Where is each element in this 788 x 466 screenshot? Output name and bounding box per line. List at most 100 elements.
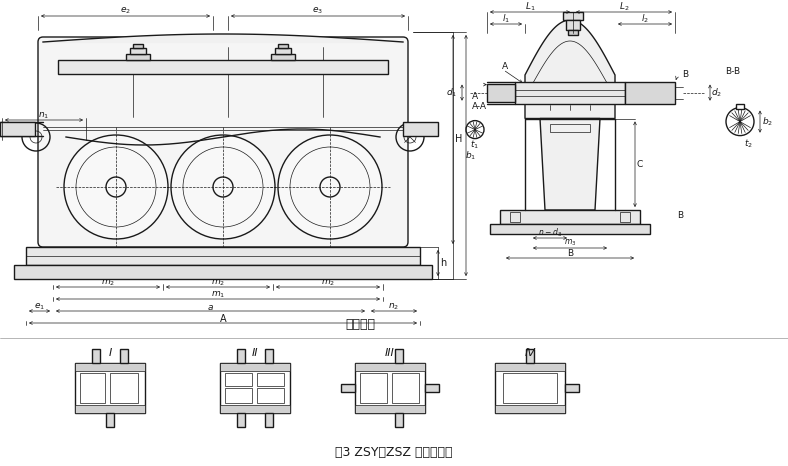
Bar — [257, 373, 284, 386]
Bar — [403, 122, 438, 136]
Bar — [341, 384, 355, 392]
Bar — [392, 373, 419, 403]
Text: A: A — [502, 62, 508, 71]
Bar — [225, 388, 252, 403]
Bar — [526, 349, 534, 363]
Text: I: I — [109, 348, 112, 358]
Text: $m_2$: $m_2$ — [321, 278, 335, 288]
Text: A: A — [220, 314, 226, 324]
Text: C: C — [637, 160, 643, 169]
Bar — [495, 363, 565, 371]
Bar — [75, 363, 145, 371]
Bar — [620, 212, 630, 222]
Bar — [355, 405, 425, 413]
Text: 装配型式: 装配型式 — [345, 318, 375, 331]
Text: $e_3$: $e_3$ — [313, 6, 324, 16]
Bar — [110, 373, 138, 403]
Text: H: H — [455, 135, 463, 144]
Bar — [490, 224, 650, 234]
Bar — [265, 413, 273, 427]
Text: B: B — [677, 211, 683, 219]
Bar — [257, 388, 284, 403]
Bar — [14, 265, 432, 279]
Circle shape — [278, 135, 382, 239]
Bar — [395, 413, 403, 427]
Bar — [126, 54, 150, 60]
Bar — [278, 44, 288, 48]
Bar — [360, 373, 387, 403]
Bar — [495, 363, 565, 413]
Text: B: B — [682, 70, 688, 79]
Bar — [395, 349, 403, 363]
Bar — [275, 48, 291, 54]
Text: IV: IV — [525, 348, 535, 358]
Text: $l_1$: $l_1$ — [502, 13, 510, 25]
Bar — [225, 373, 252, 386]
Bar — [120, 349, 128, 363]
Text: 图3 ZSY、ZSZ 减速器外形: 图3 ZSY、ZSZ 减速器外形 — [335, 446, 453, 459]
Bar — [106, 413, 114, 427]
Text: III: III — [385, 348, 395, 358]
Bar — [271, 54, 295, 60]
Text: $l_2$: $l_2$ — [641, 13, 649, 25]
Text: $b_1$: $b_1$ — [466, 149, 477, 162]
Text: $L_1$: $L_1$ — [525, 1, 535, 13]
Polygon shape — [540, 118, 600, 210]
Bar — [220, 405, 290, 413]
Bar — [563, 12, 583, 20]
Bar — [495, 405, 565, 413]
Bar — [503, 373, 557, 403]
Circle shape — [64, 135, 168, 239]
Bar — [500, 210, 640, 224]
Text: $d_2$: $d_2$ — [712, 86, 723, 99]
Text: $d_1$: $d_1$ — [446, 86, 458, 99]
Bar — [566, 20, 580, 30]
Bar — [550, 123, 590, 131]
Bar — [568, 30, 578, 35]
Bar — [515, 82, 625, 103]
Text: $m_2$: $m_2$ — [101, 278, 115, 288]
Text: $m_2$: $m_2$ — [211, 278, 225, 288]
Bar — [425, 384, 439, 392]
Text: $t_2$: $t_2$ — [744, 137, 753, 150]
Text: $t_1$: $t_1$ — [470, 138, 480, 151]
Text: $n_2$: $n_2$ — [388, 302, 400, 312]
Text: $m_1$: $m_1$ — [211, 290, 225, 300]
Bar — [133, 44, 143, 48]
Text: $n_1$: $n_1$ — [39, 111, 50, 121]
Bar — [58, 60, 388, 74]
Text: $n-d_3$: $n-d_3$ — [538, 227, 562, 239]
Text: $m_3$: $m_3$ — [563, 238, 576, 248]
Text: A: A — [472, 92, 478, 101]
Bar — [26, 247, 420, 265]
Bar — [220, 363, 290, 413]
FancyBboxPatch shape — [38, 37, 408, 247]
Bar — [355, 363, 425, 371]
Polygon shape — [525, 20, 615, 118]
Text: $L_2$: $L_2$ — [619, 1, 629, 13]
Text: A-A: A-A — [472, 102, 487, 111]
Bar — [487, 83, 515, 102]
Bar — [625, 82, 675, 103]
Bar — [510, 212, 520, 222]
Bar — [355, 363, 425, 413]
Circle shape — [171, 135, 275, 239]
Text: $a$: $a$ — [207, 302, 214, 311]
Bar — [237, 413, 245, 427]
Bar — [237, 349, 245, 363]
Bar — [265, 349, 273, 363]
Bar — [220, 363, 290, 371]
Bar — [75, 363, 145, 413]
Bar — [80, 373, 105, 403]
Bar — [92, 349, 100, 363]
Text: B: B — [567, 249, 573, 259]
Text: $e_2$: $e_2$ — [120, 6, 131, 16]
Text: II: II — [251, 348, 258, 358]
Text: $b_2$: $b_2$ — [763, 116, 774, 128]
Bar — [736, 103, 744, 109]
Bar — [75, 405, 145, 413]
Bar — [565, 384, 579, 392]
Bar — [130, 48, 146, 54]
Bar — [0, 122, 35, 136]
Text: h: h — [440, 258, 446, 268]
